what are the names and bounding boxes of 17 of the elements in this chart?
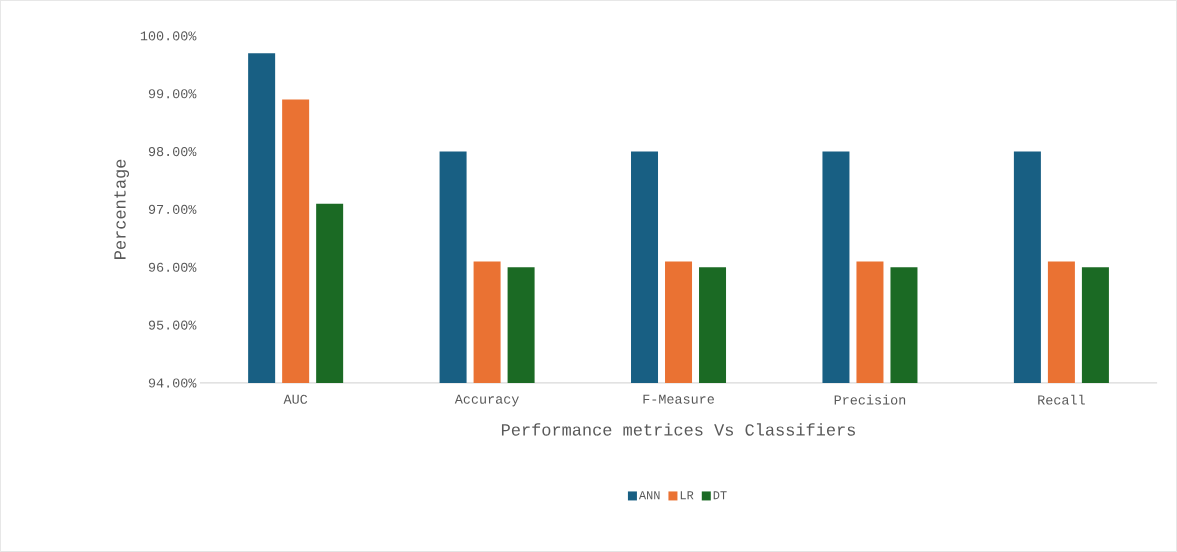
x-tick-label: Precision — [834, 394, 906, 405]
y-tick-label: 95.00% — [148, 320, 197, 330]
y-axis-title: Percentage — [114, 159, 130, 259]
x-tick-label: Recall — [1038, 394, 1085, 405]
x-axis-title: Performance metrices Vs Classifiers — [501, 423, 855, 436]
x-tick-label: Accuracy — [454, 394, 519, 407]
y-tick-label: 96.00% — [148, 262, 197, 272]
y-tick-label: 99.00% — [148, 89, 197, 99]
y-tick-label: 94.00% — [148, 378, 197, 388]
legend-label: DT — [713, 491, 727, 500]
x-tick-label: F-Measure — [643, 394, 714, 404]
legend-label: ANN — [638, 491, 660, 500]
y-tick-label: 98.00% — [148, 147, 197, 157]
y-tick-label: 97.00% — [148, 204, 197, 215]
y-tick-label: 100.00% — [140, 31, 197, 41]
legend-label: LR — [680, 491, 694, 500]
x-tick-label: AUC — [283, 394, 308, 404]
